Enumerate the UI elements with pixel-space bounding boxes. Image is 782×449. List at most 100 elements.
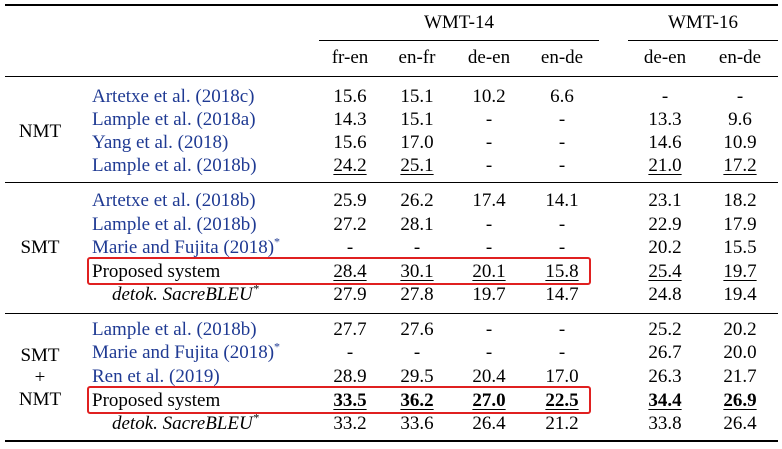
footnote-marker: * — [252, 410, 259, 425]
table-cell: - — [346, 237, 354, 258]
row-label-text: Artetxe et al. (2018b) — [92, 190, 256, 211]
column-header: en-fr — [398, 47, 436, 68]
table-cell: 25.9 — [333, 190, 367, 211]
table-cell: 15.1 — [400, 109, 434, 130]
table-cell: 21.2 — [545, 413, 579, 434]
table-cell: 26.9 — [723, 390, 757, 411]
table-cell: 26.2 — [400, 190, 434, 211]
top-rule — [5, 4, 778, 6]
table-cell: 20.2 — [648, 237, 682, 258]
table-cell: 36.2 — [400, 390, 434, 411]
table-cell: 20.2 — [723, 319, 757, 340]
row-label-text: Lample et al. (2018b) — [92, 319, 257, 340]
row-label-text: Proposed system — [92, 261, 221, 282]
table-cell: 27.8 — [400, 284, 434, 305]
table-cell: 21.0 — [648, 155, 682, 176]
table-cell: - — [485, 155, 493, 176]
table-cell: 14.6 — [648, 132, 682, 153]
table-cell: 20.1 — [472, 261, 506, 282]
table-cell: - — [485, 214, 493, 235]
table-cell: - — [558, 237, 566, 258]
row-label: Artetxe et al. (2018b) — [92, 190, 256, 212]
proposed-highlight-smt — [87, 257, 591, 285]
table-cell: - — [558, 214, 566, 235]
row-label-text: Ren et al. (2019) — [92, 366, 220, 387]
table-cell: 27.7 — [333, 319, 367, 340]
row-label: Proposed system — [92, 390, 220, 412]
table-cell: 21.7 — [723, 366, 757, 387]
row-label: Marie and Fujita (2018)* — [92, 236, 280, 259]
table-cell: 10.9 — [723, 132, 757, 153]
row-label-text: Artetxe et al. (2018c) — [92, 86, 255, 107]
table-cell: 26.7 — [648, 342, 682, 363]
row-label-text: detok. SacreBLEU — [112, 284, 253, 305]
table-cell: - — [661, 86, 669, 107]
table-cell: 27.0 — [472, 390, 506, 411]
table-cell: - — [558, 155, 566, 176]
row-label: Ren et al. (2019) — [92, 366, 220, 388]
table-cell: 17.4 — [472, 190, 506, 211]
table-cell: 25.1 — [400, 155, 434, 176]
table-cell: - — [558, 319, 566, 340]
bottom-rule — [5, 440, 778, 442]
section-label: NMT — [18, 389, 62, 410]
table-cell: - — [558, 342, 566, 363]
row-label-text: detok. SacreBLEU — [112, 413, 253, 434]
table-cell: 22.9 — [648, 214, 682, 235]
footnote-marker: * — [274, 339, 281, 354]
table-cell: 33.2 — [333, 413, 367, 434]
table-cell: - — [485, 237, 493, 258]
table-cell: - — [346, 342, 354, 363]
footnote-marker: * — [252, 281, 259, 296]
table-cell: - — [558, 132, 566, 153]
table-cell: - — [485, 319, 493, 340]
table-cell: 26.4 — [723, 413, 757, 434]
table-cell: 18.2 — [723, 190, 757, 211]
row-label: Lample et al. (2018a) — [92, 109, 256, 131]
table-cell: 25.2 — [648, 319, 682, 340]
row-label: Lample et al. (2018b) — [92, 319, 257, 341]
table-cell: 28.1 — [400, 214, 434, 235]
section-label: SMT — [20, 345, 60, 366]
table-cell: 33.5 — [333, 390, 367, 411]
table-cell: 14.7 — [545, 284, 579, 305]
section-label: NMT — [18, 121, 62, 142]
table-cell: 27.2 — [333, 214, 367, 235]
table-cell: 15.6 — [333, 132, 367, 153]
table-cell: - — [485, 132, 493, 153]
row-label-text: Marie and Fujita (2018) — [92, 237, 275, 258]
table-cell: 25.4 — [648, 261, 682, 282]
table-cell: 19.7 — [472, 284, 506, 305]
group-header-wmt16: WMT-16 — [667, 12, 739, 33]
table-cell: - — [413, 342, 421, 363]
table-cell: 17.9 — [723, 214, 757, 235]
table-cell: 34.4 — [648, 390, 682, 411]
row-label: Artetxe et al. (2018c) — [92, 86, 254, 108]
table-cell: 23.1 — [648, 190, 682, 211]
row-label-text: Proposed system — [92, 390, 221, 411]
table-cell: 26.4 — [472, 413, 506, 434]
row-label-text: Lample et al. (2018b) — [92, 155, 257, 176]
row-label-text: Yang et al. (2018) — [92, 132, 229, 153]
section-label: + — [34, 367, 46, 388]
section-label: SMT — [20, 237, 60, 258]
row-label-text: Lample et al. (2018b) — [92, 214, 257, 235]
table-cell: 15.1 — [400, 86, 434, 107]
table-cell: 29.5 — [400, 366, 434, 387]
table-cell: 19.7 — [723, 261, 757, 282]
table-cell: 14.1 — [545, 190, 579, 211]
table-cell: 27.6 — [400, 319, 434, 340]
table-cell: 27.9 — [333, 284, 367, 305]
table-cell: 30.1 — [400, 261, 434, 282]
column-header: en-de — [718, 47, 762, 68]
table-cell: 17.0 — [400, 132, 434, 153]
row-label: detok. SacreBLEU* — [112, 410, 259, 435]
table-cell: - — [485, 342, 493, 363]
table-cell: 13.3 — [648, 109, 682, 130]
header-rule — [5, 76, 778, 77]
row-label: detok. SacreBLEU* — [112, 281, 259, 306]
table-cell: - — [485, 109, 493, 130]
table-cell: 15.5 — [723, 237, 757, 258]
table-cell: 20.4 — [472, 366, 506, 387]
